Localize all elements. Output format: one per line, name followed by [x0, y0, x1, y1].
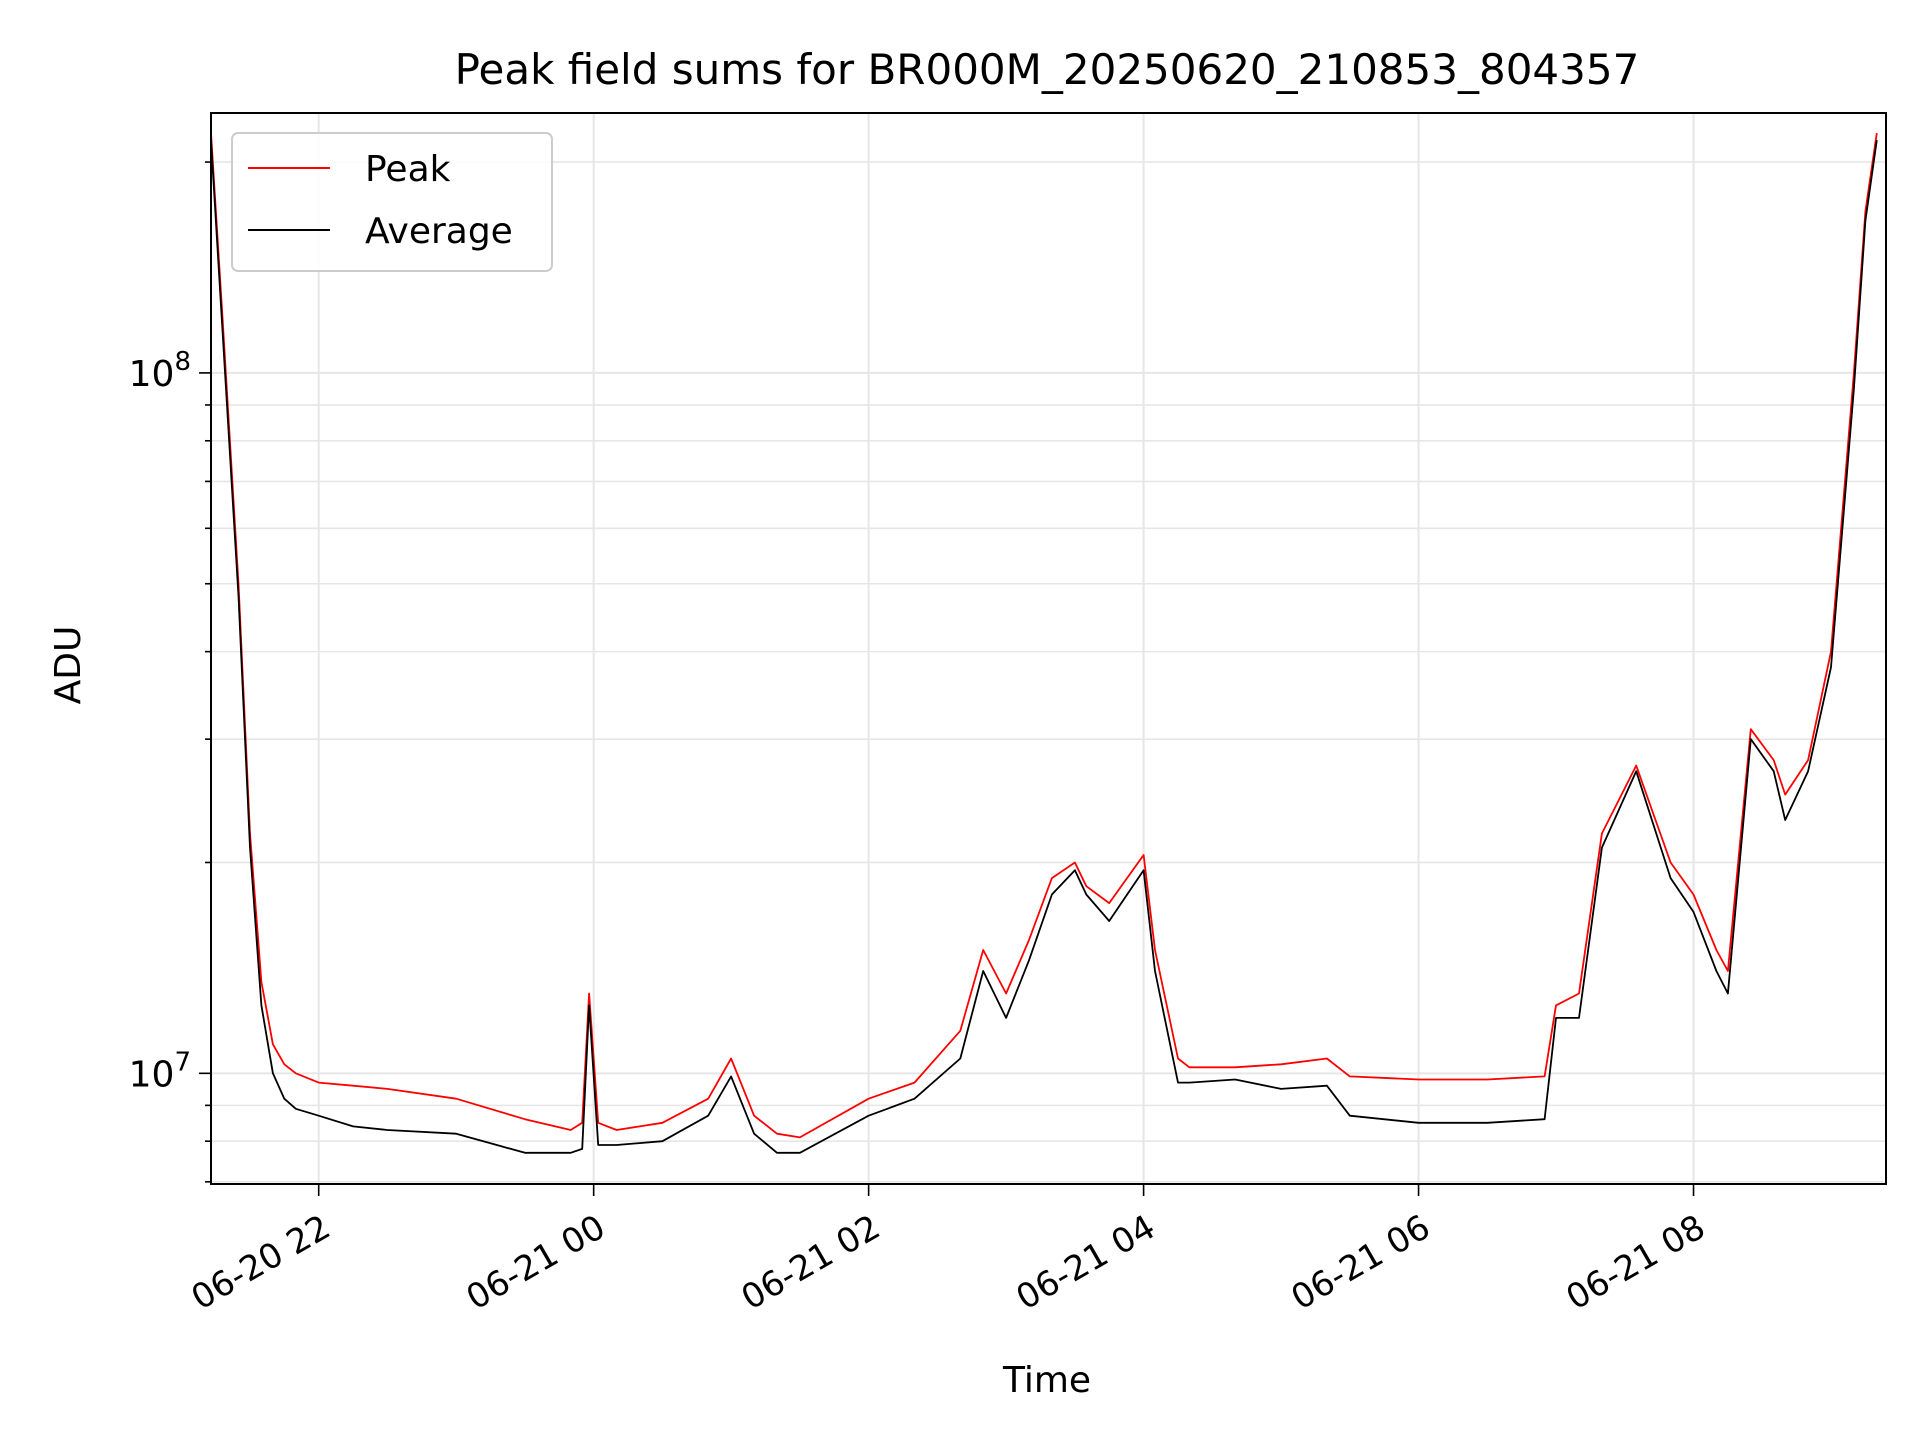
y-tick-label-exponent: 8: [174, 347, 191, 377]
plot-background: [211, 113, 1886, 1184]
grid-layer: [211, 113, 1886, 1184]
x-axis-label: Time: [1002, 1360, 1091, 1401]
y-tick-label: 108: [129, 347, 191, 395]
series-layer: [211, 132, 1878, 1154]
y-tick-label: 107: [129, 1047, 191, 1095]
y-tick-label-base: 10: [129, 1054, 175, 1095]
legend-label-average: Average: [365, 211, 513, 252]
series-line-peak: [211, 132, 1878, 1139]
y-tick-label-exponent: 7: [174, 1047, 191, 1077]
series-line-average: [211, 139, 1878, 1154]
legend: Peak Average: [231, 132, 553, 272]
chart-title: Peak field sums for BR000M_20250620_2108…: [455, 45, 1640, 94]
legend-label-peak: Peak: [365, 149, 451, 190]
y-axis-label: ADU: [48, 626, 89, 705]
y-tick-label-base: 10: [129, 354, 175, 395]
plot-frame: [210, 112, 1887, 1185]
